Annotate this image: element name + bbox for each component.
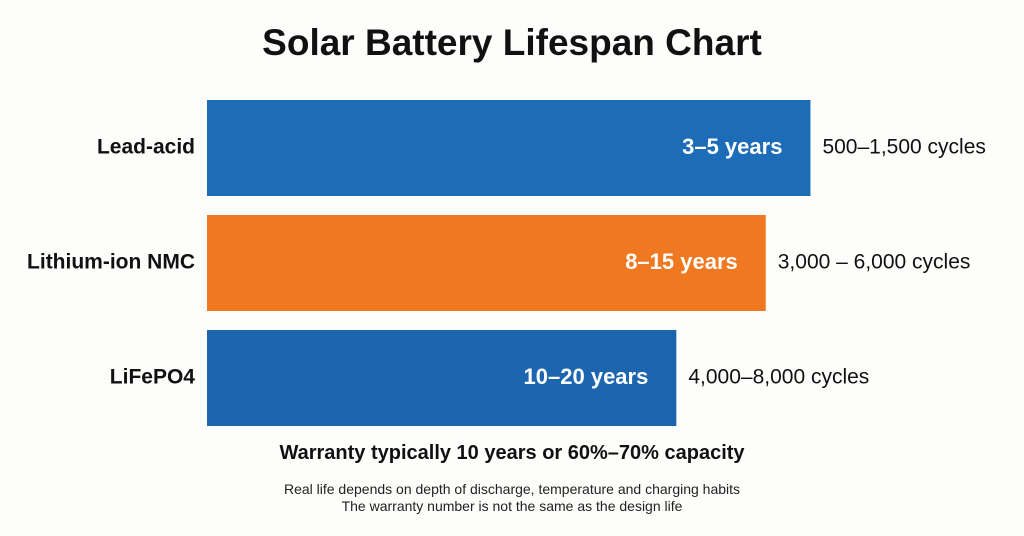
footnote-line-2: The warranty number is not the same as t… [341,498,683,514]
bar-0 [207,100,811,196]
category-label-1: Lithium-ion NMC [27,251,195,274]
bar-value-label-1: 8–15 years [625,249,738,274]
bar-value-label-0: 3–5 years [682,134,782,159]
warranty-note: Warranty typically 10 years or 60%–70% c… [279,442,745,464]
chart-title: Solar Battery Lifespan Chart [262,22,762,63]
category-label-0: Lead-acid [97,136,195,159]
cycles-label-1: 3,000 – 6,000 cycles [778,251,971,274]
cycles-label-0: 500–1,500 cycles [822,136,985,159]
category-label-2: LiFePO4 [110,366,196,389]
bar-value-label-2: 10–20 years [524,364,649,389]
bar-1 [207,215,766,311]
footnote-line-1: Real life depends on depth of discharge,… [283,481,741,497]
bar-2 [207,330,677,426]
cycles-label-2: 4,000–8,000 cycles [688,366,869,389]
